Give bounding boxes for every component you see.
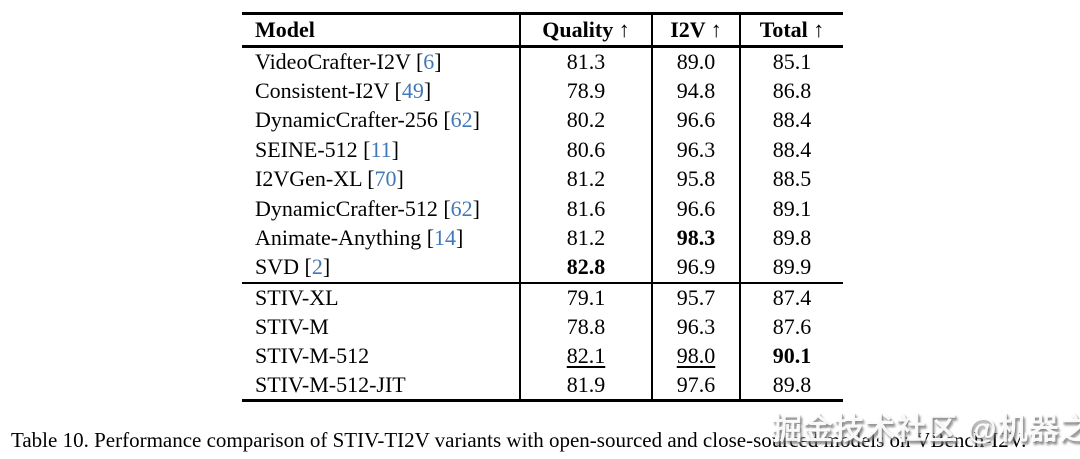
model-cell: STIV-XL: [242, 283, 520, 313]
total-cell: 90.1: [739, 341, 843, 371]
model-name: Animate-Anything: [255, 225, 422, 251]
table-row: STIV-XL 79.1 95.7 87.4: [242, 282, 843, 313]
table-row: STIV-M 78.8 96.3 87.6: [242, 312, 843, 342]
i2v-cell: 95.7: [651, 282, 740, 312]
up-arrow-icon: ↑: [710, 17, 722, 42]
table-caption: Table 10. Performance comparison of STIV…: [11, 428, 1027, 452]
results-table: Model Quality ↑ I2V ↑ Total ↑ VideoCraft…: [242, 12, 843, 402]
citation-link[interactable]: [62]: [437, 107, 480, 133]
table-row: STIV-M-512-JIT 81.9 97.6 89.8: [242, 371, 843, 401]
total-cell: 88.5: [739, 164, 843, 194]
table-row: STIV-M-512 82.1 98.0 90.1: [242, 341, 843, 372]
column-header-quality: Quality ↑: [519, 13, 652, 47]
model-cell: STIV-M-512-JIT: [242, 371, 520, 401]
model-name: SVD: [255, 254, 300, 280]
quality-cell: 82.8: [519, 253, 652, 283]
model-cell: SEINE-512 [11]: [242, 135, 520, 165]
i2v-cell: 89.0: [651, 46, 740, 76]
quality-cell: 80.6: [519, 135, 652, 165]
citation-link[interactable]: [6]: [410, 49, 442, 74]
table-body: VideoCrafter-I2V [6] 81.3 89.0 85.1 Consiste…: [242, 46, 843, 401]
column-label: Total: [759, 17, 808, 42]
model-name: STIV-M-512: [255, 343, 370, 369]
i2v-cell: 96.6: [651, 194, 740, 224]
up-arrow-icon: ↑: [813, 17, 825, 42]
quality-cell: 80.2: [519, 105, 652, 135]
citation-link[interactable]: [14]: [421, 225, 464, 251]
citation-link[interactable]: [49]: [389, 77, 432, 103]
i2v-cell: 96.9: [651, 253, 740, 283]
quality-cell: 81.2: [519, 164, 652, 194]
quality-cell: 81.9: [519, 371, 652, 401]
total-cell: 89.8: [739, 223, 843, 253]
i2v-cell: 98.0: [651, 341, 740, 371]
model-cell: DynamicCrafter-512 [62]: [242, 194, 520, 224]
model-cell: DynamicCrafter-256 [62]: [242, 106, 520, 136]
quality-cell: 78.8: [519, 312, 652, 342]
model-name: I2VGen-XL: [255, 166, 362, 192]
table-row: Consistent-I2V [49] 78.9 94.8 86.8: [242, 76, 843, 106]
citation-link[interactable]: [11]: [357, 136, 399, 162]
model-name: STIV-M-512-JIT: [255, 372, 406, 397]
table-header: Model Quality ↑ I2V ↑ Total ↑: [242, 13, 843, 47]
quality-cell: 81.2: [519, 223, 652, 253]
model-cell: STIV-M-512: [242, 342, 520, 372]
total-cell: 89.8: [739, 371, 843, 401]
total-cell: 88.4: [739, 135, 843, 165]
model-name: STIV-M: [255, 313, 329, 339]
table-row: I2VGen-XL [70] 81.2 95.8 88.5: [242, 164, 843, 195]
column-label: Quality: [542, 17, 614, 42]
model-cell: VideoCrafter-I2V [6]: [242, 47, 520, 77]
quality-cell: 82.1: [519, 341, 652, 371]
total-cell: 87.6: [739, 312, 843, 342]
model-cell: I2VGen-XL [70]: [242, 165, 520, 195]
i2v-cell: 95.8: [651, 164, 740, 194]
quality-cell: 79.1: [519, 282, 652, 312]
i2v-cell: 97.6: [651, 371, 740, 401]
table-row: VideoCrafter-I2V [6] 81.3 89.0 85.1: [242, 46, 843, 77]
model-cell: SVD [2]: [242, 253, 520, 283]
table-row: DynamicCrafter-512 [62] 81.6 96.6 89.1: [242, 194, 843, 224]
total-cell: 89.9: [739, 253, 843, 283]
column-label: I2V: [670, 17, 706, 42]
table-row: DynamicCrafter-256 [62] 80.2 96.6 88.4: [242, 105, 843, 136]
total-cell: 88.4: [739, 105, 843, 135]
i2v-cell: 96.6: [651, 105, 740, 135]
i2v-cell: 96.3: [651, 135, 740, 165]
quality-cell: 81.6: [519, 194, 652, 224]
column-header-i2v: I2V ↑: [651, 13, 740, 47]
up-arrow-icon: ↑: [618, 17, 630, 42]
citation-link[interactable]: [70]: [361, 166, 404, 192]
model-name: Consistent-I2V: [255, 77, 390, 103]
column-header-model: Model: [242, 14, 520, 47]
quality-cell: 81.3: [519, 46, 652, 76]
table-row: SVD [2] 82.8 96.9 89.9: [242, 253, 843, 283]
header-row: Model Quality ↑ I2V ↑ Total ↑: [242, 13, 843, 47]
total-cell: 87.4: [739, 282, 843, 312]
table-row: Animate-Anything [14] 81.2 98.3 89.8: [242, 223, 843, 254]
quality-cell: 78.9: [519, 76, 652, 106]
total-cell: 86.8: [739, 76, 843, 106]
model-name: SEINE-512: [255, 136, 358, 162]
total-cell: 89.1: [739, 194, 843, 224]
model-name: DynamicCrafter-256: [255, 107, 438, 133]
model-name: DynamicCrafter-512: [255, 195, 438, 221]
model-cell: Consistent-I2V [49]: [242, 76, 520, 106]
model-name: VideoCrafter-I2V: [255, 49, 411, 74]
i2v-cell: 94.8: [651, 76, 740, 106]
column-header-total: Total ↑: [739, 13, 843, 47]
citation-link[interactable]: [62]: [437, 195, 480, 221]
i2v-cell: 96.3: [651, 312, 740, 342]
citation-link[interactable]: [2]: [299, 254, 331, 280]
i2v-cell: 98.3: [651, 223, 740, 253]
model-cell: STIV-M: [242, 312, 520, 342]
total-cell: 85.1: [739, 46, 843, 76]
table-row: SEINE-512 [11] 80.6 96.3 88.4: [242, 135, 843, 165]
column-label: Model: [255, 17, 315, 42]
model-cell: Animate-Anything [14]: [242, 224, 520, 254]
model-name: STIV-XL: [255, 284, 339, 310]
